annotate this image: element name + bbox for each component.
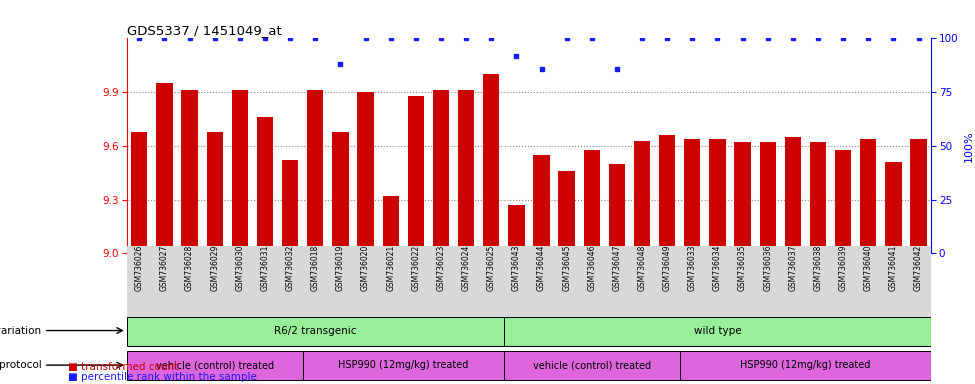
Bar xyxy=(232,90,248,253)
Bar xyxy=(911,139,926,253)
Text: vehicle (control) treated: vehicle (control) treated xyxy=(532,360,651,370)
Bar xyxy=(760,142,776,253)
Bar xyxy=(127,351,302,381)
Text: protocol: protocol xyxy=(0,360,41,370)
Bar xyxy=(458,90,474,253)
Text: wild type: wild type xyxy=(693,326,741,336)
Bar xyxy=(684,139,700,253)
Text: ■ transformed count: ■ transformed count xyxy=(68,362,178,372)
Bar xyxy=(584,149,600,253)
Bar xyxy=(734,142,751,253)
Bar xyxy=(533,155,550,253)
Bar xyxy=(127,316,504,346)
Bar xyxy=(634,141,650,253)
Bar xyxy=(885,162,902,253)
Bar xyxy=(860,139,877,253)
Bar xyxy=(709,139,725,253)
Bar xyxy=(382,196,399,253)
Bar xyxy=(207,132,223,253)
Text: ■ percentile rank within the sample: ■ percentile rank within the sample xyxy=(68,372,257,382)
Bar xyxy=(282,160,298,253)
Bar xyxy=(659,135,676,253)
Bar xyxy=(408,96,424,253)
Bar xyxy=(785,137,801,253)
Bar xyxy=(508,205,525,253)
Y-axis label: 100%: 100% xyxy=(964,130,974,162)
Bar xyxy=(358,92,373,253)
Bar xyxy=(504,316,931,346)
Bar xyxy=(156,83,173,253)
Text: GDS5337 / 1451049_at: GDS5337 / 1451049_at xyxy=(127,24,282,37)
Bar xyxy=(132,132,147,253)
Bar xyxy=(559,171,575,253)
Bar xyxy=(181,90,198,253)
Text: HSP990 (12mg/kg) treated: HSP990 (12mg/kg) treated xyxy=(338,360,468,370)
Bar xyxy=(307,90,324,253)
Bar xyxy=(302,351,504,381)
Bar xyxy=(433,90,449,253)
Text: genotype/variation: genotype/variation xyxy=(0,326,41,336)
Bar xyxy=(256,117,273,253)
Text: HSP990 (12mg/kg) treated: HSP990 (12mg/kg) treated xyxy=(740,360,871,370)
Text: vehicle (control) treated: vehicle (control) treated xyxy=(156,360,274,370)
Text: R6/2 transgenic: R6/2 transgenic xyxy=(274,326,357,336)
Bar xyxy=(332,132,349,253)
Bar xyxy=(483,74,499,253)
Bar xyxy=(680,351,931,381)
Bar xyxy=(504,351,680,381)
Bar xyxy=(835,149,851,253)
Bar xyxy=(810,142,826,253)
Bar xyxy=(608,164,625,253)
